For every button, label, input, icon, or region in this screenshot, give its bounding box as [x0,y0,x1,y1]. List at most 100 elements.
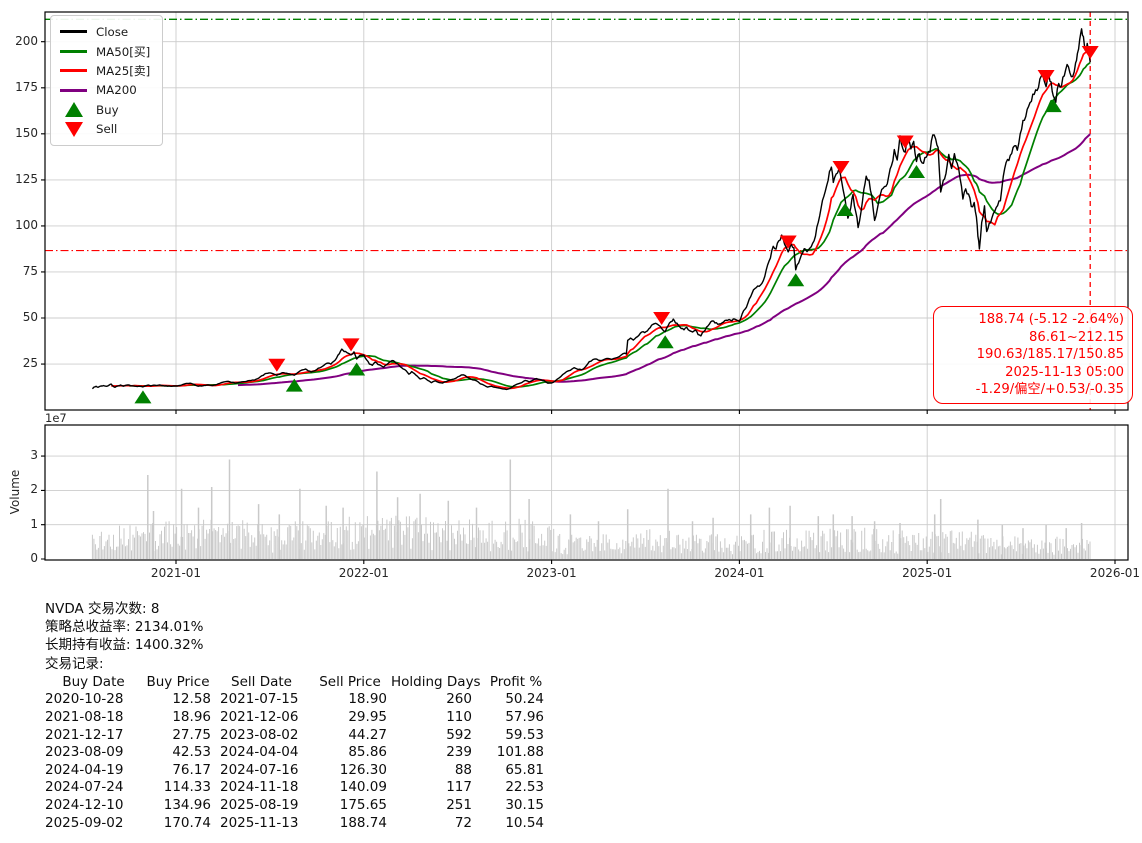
legend-item-close: Close [60,22,150,42]
price-tick-label: 100 [15,217,38,232]
trade-cell: 2025-11-13 [220,814,299,831]
annotation-price-change: 188.74 (-5.12 -2.64%) [978,312,1124,327]
trade-row: 2024-04-19 76.17 2024-07-16 126.30 88 65.81 [45,762,553,780]
volume-tick-label: 0 [30,551,38,565]
legend-item-ma50-: MA50[买] [60,42,150,62]
legend-marker-swatch [60,102,87,118]
trade-row: 2021-12-17 27.75 2023-08-02 44.27 592 59.53 [45,727,553,745]
legend-item-ma200: MA200 [60,81,150,101]
line-swatch [60,49,87,53]
trade-cell: 85.86 [348,744,387,761]
trade-table-header: Buy Date Buy Price Sell Date Sell Price Hold… [45,674,553,692]
trade-cell: 117 [446,779,472,796]
trade-cell: 22.53 [505,779,544,796]
date-tick-label: 2021-01 [150,566,202,580]
volume-tick-label: 3 [30,448,38,463]
trade-cell: 126.30 [339,761,387,778]
trade-header-cell: Buy Date [62,673,125,690]
last-price-annotation: 188.74 (-5.12 -2.64%) 86.61~212.15 190.6… [933,306,1133,404]
trade-cell: 18.90 [348,691,387,708]
date-tick-label: 2026-01 [1089,566,1141,580]
trade-cell: 27.75 [172,726,211,743]
trade-cell: 42.53 [172,744,211,761]
legend-label: Sell [96,122,118,137]
trade-cell: 110 [446,709,472,725]
price-volume-chart [41,11,1129,564]
trade-header-cell: Profit % [489,673,543,690]
price-tick-label: 75 [22,263,38,278]
legend-item-sell: Sell [60,120,150,140]
trade-cell: 18.96 [172,709,211,725]
trade-cell: 2024-07-24 [45,779,124,796]
strategy-stats: NVDA 交易次数: 8 策略总收益率: 2134.01% 长期持有收益: 14… [45,600,553,832]
trade-cell: 2024-04-04 [220,744,299,761]
volume-axis-label: Volume [8,469,22,515]
date-tick-label: 2022-01 [338,566,389,580]
trade-cell: 57.96 [505,709,544,725]
trade-header-cell: Sell Price [319,673,381,690]
trade-cell: 251 [446,796,472,813]
trade-cell: 175.65 [339,796,387,813]
trade-cell: 239 [446,744,472,761]
trade-row: 2024-12-10 134.96 2025-08-19 175.65 251 30.15 [45,797,553,815]
legend-line-swatch [60,88,87,92]
trade-cell: 50.24 [505,691,544,708]
legend-label: Buy [96,102,119,117]
strategy-return-line: 策略总收益率: 2134.01% [45,619,204,636]
annotation-timestamp: 2025-11-13 05:00 [1005,364,1124,380]
legend-label: MA200 [96,83,137,98]
line-swatch [60,30,87,34]
legend-label: MA25[卖] [96,64,151,79]
legend-box: Close MA50[买] MA25[卖] MA200 Buy Sell [50,15,164,146]
trade-cell: 188.74 [339,814,387,831]
price-tick-label: 200 [15,33,38,48]
legend-label: MA50[买] [96,44,151,59]
trade-cell: 88 [454,761,472,778]
legend-label: Close [96,24,129,39]
date-tick-label: 2025-01 [902,566,953,580]
trade-cell: 65.81 [505,761,544,778]
date-tick-label: 2023-01 [526,566,577,580]
trade-cell: 59.53 [505,726,544,743]
trade-cell: 12.58 [172,691,211,708]
hold-return-line: 长期持有收益: 1400.32% [45,637,204,654]
sell-marker-icon [64,121,83,137]
trade-row: 2023-08-09 42.53 2024-04-04 85.86 239 101.88 [45,744,553,762]
trade-cell: 2021-07-15 [220,691,299,708]
trade-cell: 170.74 [163,814,211,831]
trade-cell: 140.09 [339,779,387,796]
annotation-range: 86.61~212.15 [1029,329,1124,345]
trade-cell: 101.88 [496,744,544,761]
trade-row: 2024-07-24 114.33 2024-11-18 140.09 117 22.53 [45,779,553,797]
volume-tick-label: 2 [30,482,38,497]
legend-marker-swatch [60,121,87,137]
trade-log-title: 交易记录: [45,655,104,672]
trade-cell: 2024-07-16 [220,761,299,778]
trade-cell: 30.15 [505,796,544,813]
trade-cell: 2024-12-10 [45,796,124,813]
legend-item-buy: Buy [60,100,150,120]
line-swatch [60,88,87,92]
trade-cell: 29.95 [348,709,387,725]
trade-cell: 44.27 [348,726,387,743]
trade-cell: 10.54 [505,814,544,831]
price-tick-label: 175 [15,79,38,94]
volume-tick-label: 1 [30,516,38,531]
legend-line-swatch [60,30,87,34]
annotation-ma-values: 190.63/185.17/150.85 [976,347,1124,363]
trade-header-cell: Sell Date [231,673,292,690]
trade-count-line: NVDA 交易次数: 8 [45,601,160,617]
trade-row: 2021-08-18 18.96 2021-12-06 29.95 110 57.96 [45,709,553,727]
trade-cell: 2021-08-18 [45,709,124,725]
trade-cell: 134.96 [163,796,211,813]
price-tick-label: 25 [22,356,38,371]
legend-line-swatch [60,49,87,53]
trade-cell: 2020-10-28 [45,691,124,708]
date-tick-label: 2024-01 [714,566,765,580]
trade-cell: 2025-08-19 [220,796,299,813]
price-tick-label: 50 [22,310,38,324]
trade-cell: 76.17 [172,761,211,778]
trade-cell: 592 [446,726,472,743]
trade-cell: 2021-12-17 [45,726,124,743]
